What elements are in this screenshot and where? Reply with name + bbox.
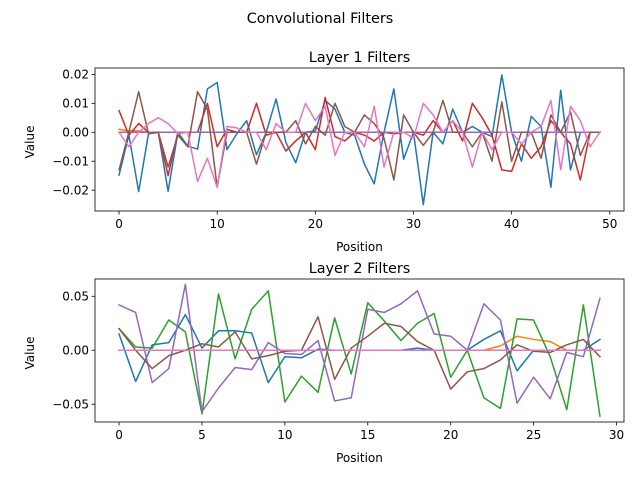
layer1-panel: Layer 1 Filters Position Value 0 10 20 30 40… (23, 50, 625, 254)
layer1-xtick-label: 30 (406, 217, 421, 231)
layer2-xlabel: Position (336, 451, 383, 465)
layer2-title: Layer 2 Filters (309, 261, 411, 277)
layer2-series-5-line (118, 283, 601, 413)
layer1-series-4-line (118, 96, 601, 181)
layer1-axes-frame (94, 67, 625, 212)
layer1-ytick-label: 0.02 (62, 68, 89, 82)
layer2-ytick-label: 0.00 (62, 344, 89, 358)
layer1-xtick-label: 50 (602, 217, 617, 231)
layer1-xtick-label: 0 (115, 217, 123, 231)
layer1-series-7-line (118, 99, 601, 189)
layer2-xtick-label: 25 (526, 428, 541, 442)
layer2-series-group (117, 283, 602, 417)
layer1-ytick-label: −0.01 (52, 155, 89, 169)
layer1-xtick-label: 10 (210, 217, 225, 231)
layer2-series-3-line (117, 290, 601, 417)
layer2-ytick-label: 0.05 (62, 290, 89, 304)
layer1-xtick-label: 40 (504, 217, 519, 231)
layer1-series-group (118, 74, 601, 206)
layer1-ylabel: Value (23, 126, 37, 159)
layer1-title: Layer 1 Filters (309, 50, 411, 66)
layer1-ytick-label: −0.02 (52, 183, 89, 197)
layer2-xtick-label: 0 (115, 428, 123, 442)
layer2-xtick-label: 10 (277, 428, 292, 442)
layer2-series-6-line (117, 316, 602, 390)
layer2-panel: Layer 2 Filters Position Value 0 5 10 15 20 2… (23, 261, 625, 465)
layer1-xlabel: Position (336, 240, 383, 254)
layer2-ytick-label: −0.05 (52, 397, 89, 411)
layer2-xtick-label: 15 (360, 428, 375, 442)
layer1-ytick-label: 0.01 (62, 97, 89, 111)
layer1-series-1-line (118, 74, 601, 206)
layer2-xtick-label: 5 (198, 428, 206, 442)
layer1-ytick-label: 0.00 (62, 126, 89, 140)
layer2-ylabel: Value (23, 337, 37, 370)
layer1-series-6-line (118, 90, 601, 189)
layer2-xtick-label: 30 (609, 428, 624, 442)
layer2-xtick-label: 20 (443, 428, 458, 442)
layer1-xtick-label: 20 (308, 217, 323, 231)
figure-title: Convolutional Filters (247, 11, 394, 27)
